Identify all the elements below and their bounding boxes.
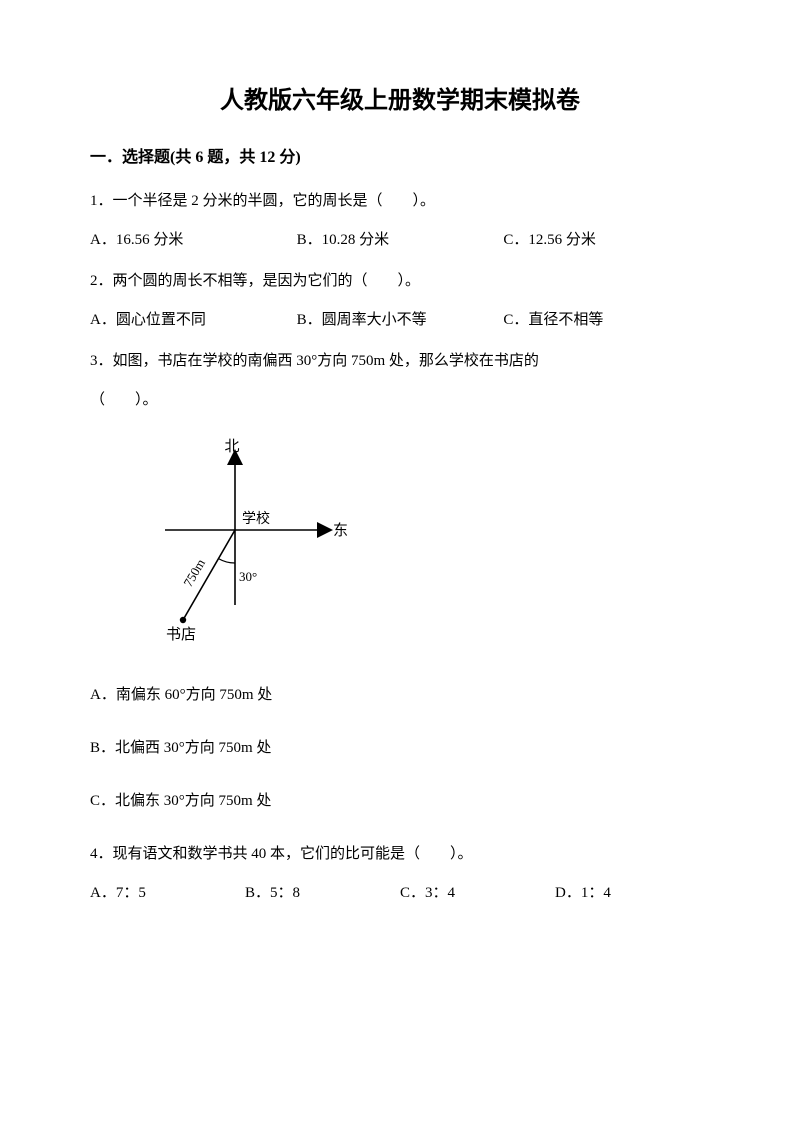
east-label: 东 (333, 522, 348, 539)
section-1-header: 一．选择题(共 6 题，共 12 分) (90, 143, 710, 167)
angle-label: 30° (239, 569, 257, 584)
q3-stem-line1: 3．如图，书店在学校的南偏西 30°方向 750m 处，那么学校在书店的 (90, 345, 710, 378)
q1-stem: 1．一个半径是 2 分米的半圆，它的周长是（ ）。 (90, 185, 710, 218)
q3-diagram: 北 东 学校 书店 30° 750m (120, 435, 710, 665)
bookstore-label: 书店 (166, 626, 196, 643)
q4-options: A．7：5 B．5：8 C．3：4 D．1：4 (90, 877, 710, 910)
q2-option-a: A．圆心位置不同 (90, 304, 297, 337)
q1-option-b: B．10.28 分米 (297, 224, 504, 257)
q4-option-b: B．5：8 (245, 877, 400, 910)
page-title: 人教版六年级上册数学期末模拟卷 (90, 80, 710, 115)
north-label: 北 (224, 438, 239, 455)
q4-option-c: C．3：4 (400, 877, 555, 910)
q2-options: A．圆心位置不同 B．圆周率大小不等 C．直径不相等 (90, 304, 710, 337)
q4-stem: 4．现有语文和数学书共 40 本，它们的比可能是（ ）。 (90, 838, 710, 871)
q3-option-a: A．南偏东 60°方向 750m 处 (90, 679, 710, 712)
center-label: 学校 (242, 510, 270, 527)
q2-stem: 2．两个圆的周长不相等，是因为它们的（ ）。 (90, 265, 710, 298)
exam-page: 人教版六年级上册数学期末模拟卷 一．选择题(共 6 题，共 12 分) 1．一个… (0, 0, 800, 1131)
compass-diagram-svg: 北 东 学校 书店 30° 750m (120, 435, 350, 665)
q1-options: A．16.56 分米 B．10.28 分米 C．12.56 分米 (90, 224, 710, 257)
q1-option-a: A．16.56 分米 (90, 224, 297, 257)
q2-option-b: B．圆周率大小不等 (297, 304, 504, 337)
q4-option-a: A．7：5 (90, 877, 245, 910)
q3-option-b: B．北偏西 30°方向 750m 处 (90, 732, 710, 765)
q1-option-c: C．12.56 分米 (503, 224, 710, 257)
q3-stem-line2: （ ）。 (90, 384, 710, 417)
q2-option-c: C．直径不相等 (503, 304, 710, 337)
q4-option-d: D．1：4 (555, 877, 710, 910)
q3-option-c: C．北偏东 30°方向 750m 处 (90, 785, 710, 818)
bookstore-point (180, 617, 186, 623)
angle-arc (219, 559, 236, 563)
